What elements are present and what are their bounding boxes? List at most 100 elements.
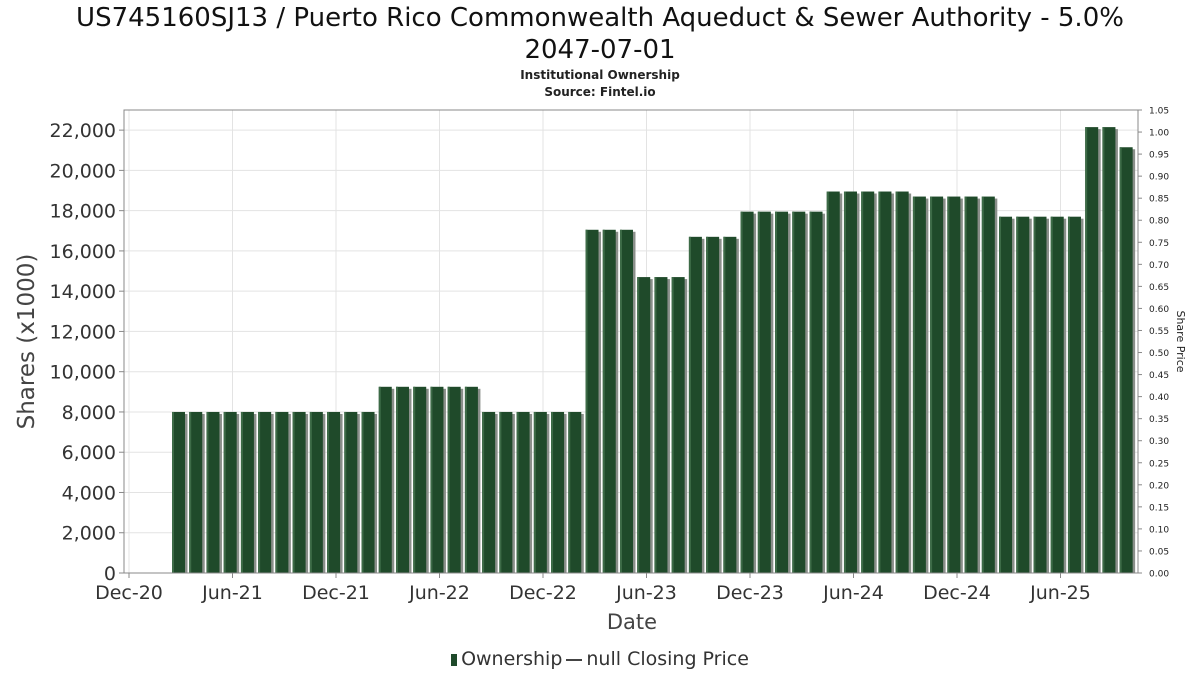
bar [1119,147,1133,573]
x-tick-label: Jun-23 [615,582,677,604]
bar-highlight [309,411,312,573]
y2-tick-label: 0.30 [1149,437,1169,447]
bar-highlight [740,211,743,573]
bar-highlight [843,191,846,573]
x-tick-label: Jun-24 [822,582,884,604]
bar [826,191,840,573]
chart-title-line1: US745160SJ13 / Puerto Rico Commonwealth … [76,3,1124,33]
bar-highlight [1016,216,1019,574]
x-tick-label: Dec-21 [302,582,370,604]
bar [654,277,668,573]
x-tick-label: Jun-25 [1029,582,1091,604]
bar [947,196,961,574]
y2-axis-label: Share Price [1174,310,1187,372]
bar [551,411,565,573]
bar [619,229,633,573]
y2-tick-label: 0.10 [1149,525,1169,535]
bar [447,386,461,573]
bar [378,386,392,573]
bar [999,216,1013,574]
y-tick-label: 4,000 [62,482,116,504]
bar-highlight [671,277,674,573]
bar [843,191,857,573]
y2-tick-label: 0.20 [1149,481,1169,491]
bar-highlight [895,191,898,573]
legend-price: null Closing Price [586,648,749,670]
y-tick-label: 8,000 [62,402,116,424]
y2-tick-label: 0.70 [1149,261,1169,271]
bar-highlight [413,386,416,573]
y2-tick-label: 0.00 [1149,570,1169,580]
bar [878,191,892,573]
y2-tick-label: 0.05 [1149,547,1169,557]
bar [792,211,806,573]
bar [327,411,341,573]
y2-tick-label: 0.35 [1149,415,1169,425]
bar-highlight [999,216,1002,574]
bars [172,127,1136,574]
y-tick-label: 22,000 [50,120,116,142]
y2-tick-label: 0.85 [1149,195,1169,205]
bar-highlight [930,196,933,574]
bar [688,236,702,574]
bar-highlight [172,411,174,573]
bar-highlight [826,191,829,573]
y2-tick-label: 0.80 [1149,217,1169,227]
bar-highlight [551,411,554,573]
bar-highlight [292,411,295,573]
bar [258,411,272,573]
x-tick-label: Dec-20 [95,582,163,604]
bar [482,411,496,573]
bar [430,386,444,573]
bar [395,386,409,573]
bar-highlight [912,196,915,574]
bar-highlight [1050,216,1053,574]
y-axis-label: Shares (x1000) [14,254,40,430]
x-tick-label: Dec-23 [716,582,784,604]
bar-highlight [809,211,812,573]
bar-highlight [688,236,691,574]
bar-highlight [1102,127,1105,573]
bar-highlight [757,211,760,573]
bar-highlight [1119,147,1122,573]
bar-highlight [378,386,381,573]
bar-highlight [344,411,347,573]
bar [757,211,771,573]
y-tick-label: 12,000 [50,321,116,343]
bar [309,411,323,573]
y2-tick-label: 0.90 [1149,173,1169,183]
bar-highlight [637,277,640,573]
bar-highlight [516,411,519,573]
bar [361,411,375,573]
bar [706,236,720,574]
bar-highlight [223,411,226,573]
bar-highlight [1085,127,1088,573]
bar [189,411,203,573]
bar [861,191,875,573]
bar [223,411,237,573]
bar [602,229,616,573]
bar-highlight [568,411,571,573]
y-tick-label: 6,000 [62,442,116,464]
bar-highlight [395,386,398,573]
bar [516,411,530,573]
bar-highlight [464,386,467,573]
ownership-swatch-icon [451,653,458,666]
y-tick-label: 20,000 [50,160,116,182]
bar-highlight [189,411,192,573]
chart-title-line2: 2047-07-01 [524,35,676,65]
bar-highlight [206,411,209,573]
x-tick-label: Dec-22 [509,582,577,604]
bar-highlight [981,196,984,574]
y2-tick-label: 0.40 [1149,393,1169,403]
bar-highlight [585,229,588,573]
bar [964,196,978,574]
bar [723,236,737,574]
x-axis: Dec-20 Jun-21 Dec-21 Jun-22 Dec-22 Jun-23 Dec-… [95,573,1091,604]
bar [499,411,513,573]
y2-tick-label: 0.60 [1149,305,1169,315]
legend: Ownership null Closing Price [0,648,1200,670]
y2-tick-label: 0.55 [1149,327,1169,337]
y2-tick-label: 0.95 [1149,151,1169,161]
chart-subtitle: Institutional Ownership [520,68,680,82]
